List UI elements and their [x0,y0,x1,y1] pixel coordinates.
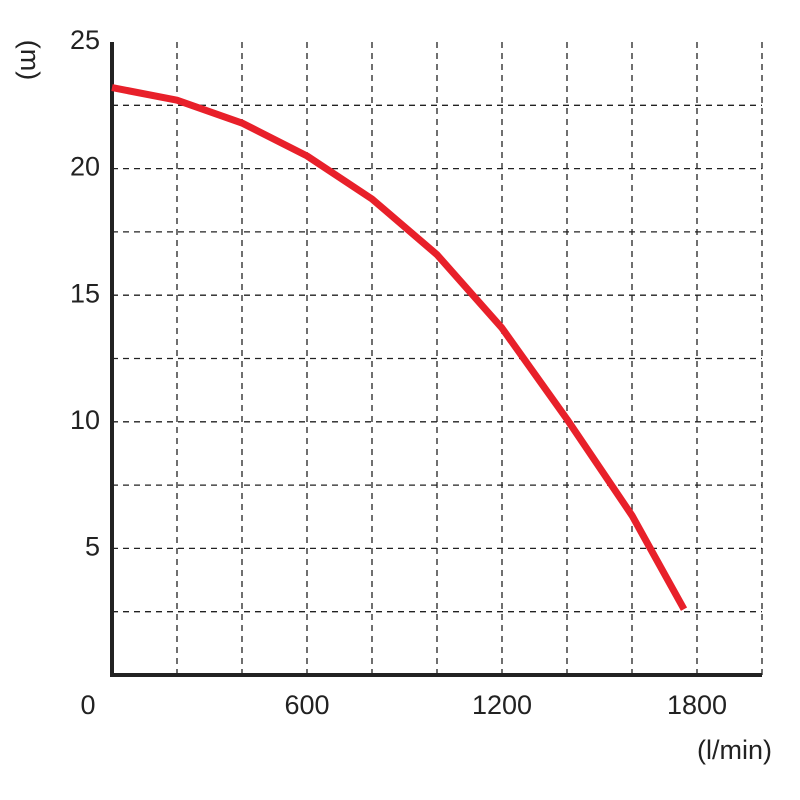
y-tick-label: 10 [70,405,100,435]
x-tick-label: 600 [284,690,329,720]
line-series [111,84,688,611]
x-axis-label: (l/min) [697,735,772,765]
x-tick-label: 1200 [472,690,532,720]
y-tick-label: 15 [70,278,100,308]
y-tick-label: 20 [70,152,100,182]
x-tick-label: 0 [80,690,95,720]
x-tick-label: 1800 [667,690,727,720]
y-tick-label: 25 [70,25,100,55]
y-tick-label: 5 [85,532,100,562]
y-axis-label: (m) [15,40,45,80]
